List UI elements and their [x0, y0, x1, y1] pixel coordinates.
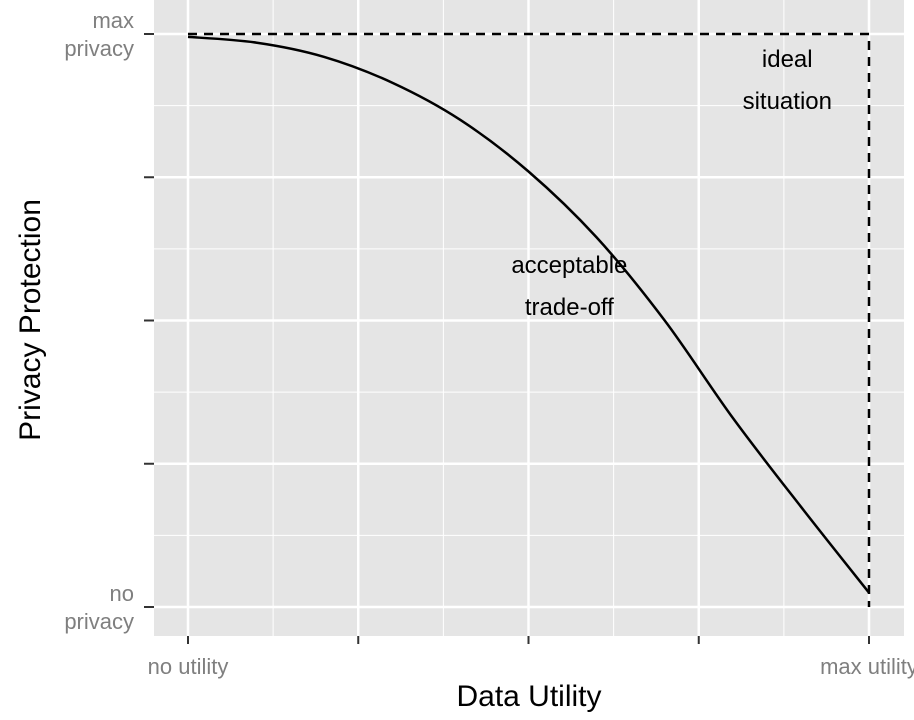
x-tick-label: no utility [148, 654, 229, 679]
series-layer [187, 32, 871, 607]
annotation-line: acceptable [511, 252, 627, 279]
annotation-text: acceptable trade-off [511, 252, 627, 321]
y-tick-label: privacy [64, 36, 134, 61]
annotation-line: situation [743, 88, 832, 115]
annotation-text: ideal situation [743, 46, 832, 115]
y-tick-label: no [110, 581, 134, 606]
y-axis-title: Privacy Protection [14, 199, 47, 441]
y-tick-label: privacy [64, 609, 134, 634]
tradeoff-curve [187, 35, 870, 594]
y-tick-label: max [92, 8, 134, 33]
annotation-line: trade-off [525, 294, 614, 321]
annotation-line: ideal [762, 46, 813, 73]
x-axis: no utility max utility [148, 636, 914, 679]
x-tick-label: max utility [820, 654, 914, 679]
x-axis-title: Data Utility [456, 680, 601, 713]
grid-major [154, 0, 904, 636]
y-axis: no privacy max privacy [64, 8, 154, 634]
ideal-boundary-line [188, 32, 871, 607]
annotations: ideal situation acceptable trade-off [511, 46, 832, 321]
